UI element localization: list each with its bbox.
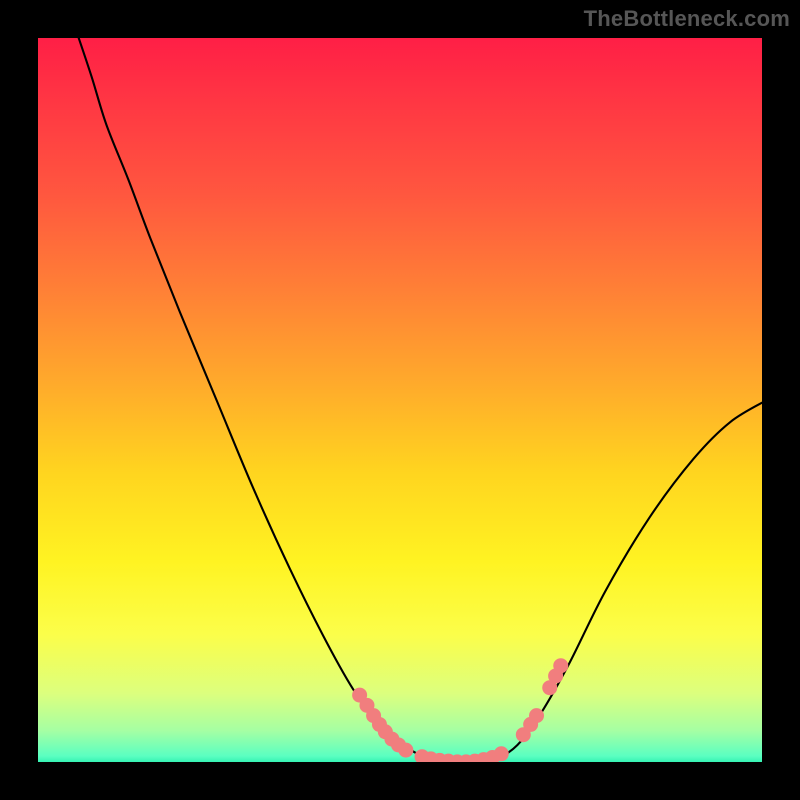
bottleneck-chart xyxy=(0,0,800,800)
watermark-label: TheBottleneck.com xyxy=(584,6,790,32)
curve-dot xyxy=(529,708,544,723)
chart-background xyxy=(33,33,767,767)
chart-container: TheBottleneck.com xyxy=(0,0,800,800)
curve-dot xyxy=(398,743,413,758)
curve-dot xyxy=(553,658,568,673)
curve-dot xyxy=(494,746,509,761)
